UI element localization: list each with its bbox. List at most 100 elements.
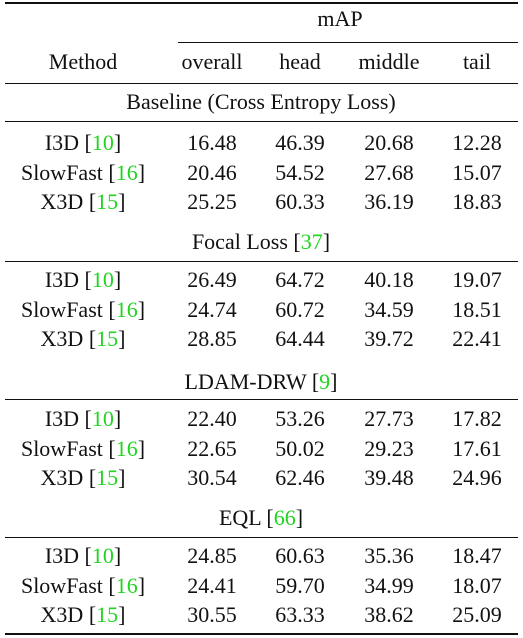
value-cell-head: 64.44	[275, 326, 325, 351]
value-cell-middle: 36.19	[364, 189, 414, 214]
value-cell-tail: 24.96	[452, 465, 502, 490]
value-cell-overall: 24.74	[187, 297, 237, 322]
method-name: I3D	[44, 543, 80, 568]
value-cell-middle: 40.18	[364, 267, 414, 292]
value-cell-head: 60.63	[275, 543, 325, 568]
citation-link[interactable]: 15	[96, 326, 119, 351]
column-header-tail: tail	[462, 49, 492, 74]
method-cell: X3D [15]	[40, 602, 126, 627]
value-cell-overall: 24.41	[187, 573, 237, 598]
section-rule	[5, 261, 518, 262]
citation-link[interactable]: 16	[115, 436, 138, 461]
value-cell-head: 60.72	[275, 297, 325, 322]
value-cell-tail: 18.51	[452, 297, 502, 322]
method-name: SlowFast	[20, 297, 103, 322]
column-header-head: head	[279, 49, 321, 74]
value-cell-tail: 18.47	[452, 543, 502, 568]
column-header-middle: middle	[358, 49, 420, 74]
citation-link[interactable]: 16	[115, 160, 138, 185]
section-title-text: Focal Loss	[191, 229, 288, 254]
method-cell: X3D [15]	[40, 189, 126, 214]
method-name: X3D	[40, 326, 84, 351]
citation-link[interactable]: 37	[300, 229, 323, 254]
value-cell-tail: 15.07	[452, 160, 502, 185]
value-cell-overall: 22.40	[187, 406, 237, 431]
method-cell: SlowFast [16]	[20, 297, 146, 322]
value-cell-middle: 34.99	[364, 573, 414, 598]
value-cell-head: 64.72	[275, 267, 325, 292]
section-rule	[5, 537, 518, 538]
method-cell: I3D [10]	[44, 406, 122, 431]
value-cell-head: 59.70	[275, 573, 325, 598]
value-cell-tail: 12.28	[452, 130, 502, 155]
method-name: I3D	[44, 267, 80, 292]
method-name: X3D	[40, 602, 84, 627]
method-column-header: Method	[48, 49, 118, 74]
table-top-rule	[5, 2, 518, 4]
method-cell: I3D [10]	[44, 267, 122, 292]
method-cell: SlowFast [16]	[20, 160, 146, 185]
value-cell-tail: 17.61	[452, 436, 502, 461]
value-cell-tail: 22.41	[452, 326, 502, 351]
value-cell-tail: 18.83	[452, 189, 502, 214]
value-cell-head: 63.33	[275, 602, 325, 627]
value-cell-middle: 38.62	[364, 602, 414, 627]
method-name: SlowFast	[20, 573, 103, 598]
value-cell-tail: 18.07	[452, 573, 502, 598]
citation-link[interactable]: 66	[273, 505, 296, 530]
citation-link[interactable]: 10	[91, 130, 114, 155]
method-name: SlowFast	[20, 160, 103, 185]
map-cmidrule	[178, 42, 518, 43]
method-name: X3D	[40, 189, 84, 214]
method-cell: X3D [15]	[40, 326, 126, 351]
citation-link[interactable]: 15	[96, 465, 119, 490]
value-cell-head: 50.02	[275, 436, 325, 461]
section-rule	[5, 121, 518, 122]
section-title: Baseline (Cross Entropy Loss)	[126, 89, 395, 115]
section-title: Focal Loss [37]	[191, 229, 331, 254]
value-cell-middle: 35.36	[364, 543, 414, 568]
value-cell-overall: 25.25	[187, 189, 237, 214]
value-cell-middle: 29.23	[364, 436, 414, 461]
value-cell-overall: 16.48	[187, 130, 237, 155]
value-cell-overall: 28.85	[187, 326, 237, 351]
value-cell-middle: 27.68	[364, 160, 414, 185]
section-title: LDAM-DRW [9]	[184, 369, 338, 394]
method-name: X3D	[40, 465, 84, 490]
column-header-overall: overall	[181, 49, 243, 74]
header-rule	[5, 83, 518, 84]
value-cell-overall: 30.55	[187, 602, 237, 627]
section-title-text: EQL	[218, 505, 261, 530]
citation-link[interactable]: 15	[96, 189, 119, 214]
value-cell-head: 62.46	[275, 465, 325, 490]
method-cell: I3D [10]	[44, 543, 122, 568]
value-cell-overall: 26.49	[187, 267, 237, 292]
citation-link[interactable]: 16	[115, 573, 138, 598]
value-cell-middle: 27.73	[364, 406, 414, 431]
citation-link[interactable]: 10	[91, 543, 114, 568]
citation-link[interactable]: 15	[96, 602, 119, 627]
value-cell-overall: 24.85	[187, 543, 237, 568]
value-cell-head: 60.33	[275, 189, 325, 214]
section-rule	[5, 399, 518, 400]
value-cell-middle: 20.68	[364, 130, 414, 155]
value-cell-tail: 19.07	[452, 267, 502, 292]
citation-link[interactable]: 10	[91, 406, 114, 431]
value-cell-middle: 34.59	[364, 297, 414, 322]
value-cell-overall: 22.65	[187, 436, 237, 461]
section-title-text: LDAM-DRW	[184, 369, 307, 394]
method-cell: I3D [10]	[44, 130, 122, 155]
method-cell: X3D [15]	[40, 465, 126, 490]
citation-link[interactable]: 10	[91, 267, 114, 292]
method-cell: SlowFast [16]	[20, 573, 146, 598]
value-cell-middle: 39.48	[364, 465, 414, 490]
value-cell-middle: 39.72	[364, 326, 414, 351]
citation-link[interactable]: 9	[319, 369, 331, 394]
map-group-header: mAP	[317, 6, 363, 31]
method-name: I3D	[44, 130, 80, 155]
value-cell-head: 54.52	[275, 160, 325, 185]
citation-link[interactable]: 16	[115, 297, 138, 322]
table-bottom-rule	[5, 633, 518, 635]
value-cell-tail: 25.09	[452, 602, 502, 627]
method-name: I3D	[44, 406, 80, 431]
